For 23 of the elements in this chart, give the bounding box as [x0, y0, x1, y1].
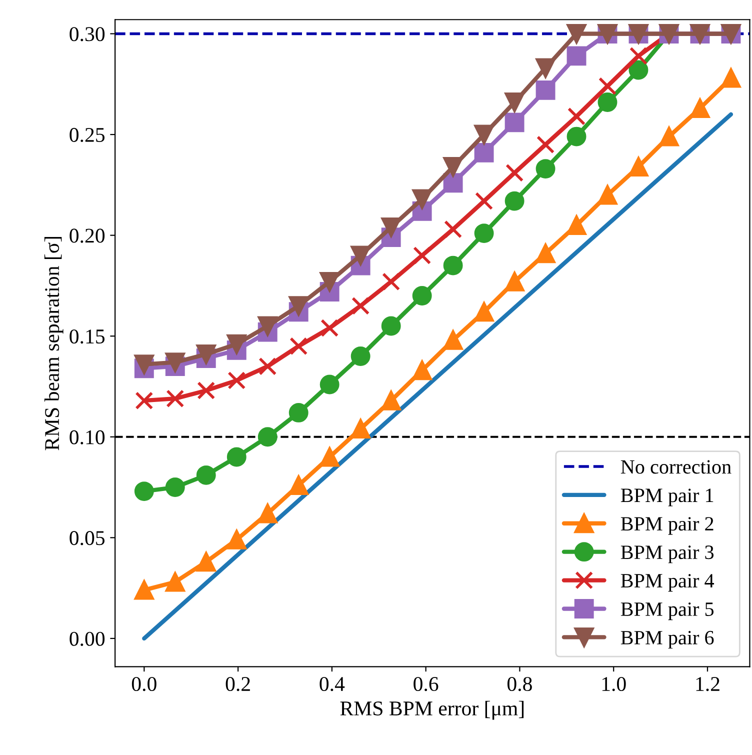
x-tick-label: 1.2 [696, 677, 720, 692]
x-tick-label: 0.4 [320, 676, 345, 692]
legend-label: BPM pair 4 [620, 574, 714, 592]
legend-label: BPM pair 3 [620, 546, 714, 564]
x-tick-label: 0.6 [414, 676, 438, 692]
y-tick-label: 0.15 [70, 329, 105, 344]
y-tick-label: 0.10 [70, 430, 105, 444]
y-tick-label: 0.20 [70, 228, 105, 243]
x-tick-label: 0.8 [507, 676, 532, 692]
x-tick-label: 0.0 [132, 676, 156, 692]
y-tick-label: 0.05 [70, 531, 105, 546]
x-tick-label: 0.2 [226, 676, 250, 692]
x-axis-title: RMS BPM error [μm] [340, 700, 524, 720]
legend-label: BPM pair 6 [620, 630, 714, 649]
legend-label: BPM pair 5 [620, 602, 714, 620]
y-tick-label: 0.00 [70, 632, 105, 646]
y-axis-title: RMS beam separation [σ] [44, 236, 64, 450]
legend-label: BPM pair 2 [620, 517, 714, 535]
y-tick-label: 0.25 [70, 128, 105, 142]
legend-label: BPM pair 1 [620, 488, 714, 506]
legend-label: No correction [620, 460, 732, 474]
y-tick-label: 0.30 [70, 27, 105, 42]
x-tick-label: 1.0 [602, 676, 626, 692]
